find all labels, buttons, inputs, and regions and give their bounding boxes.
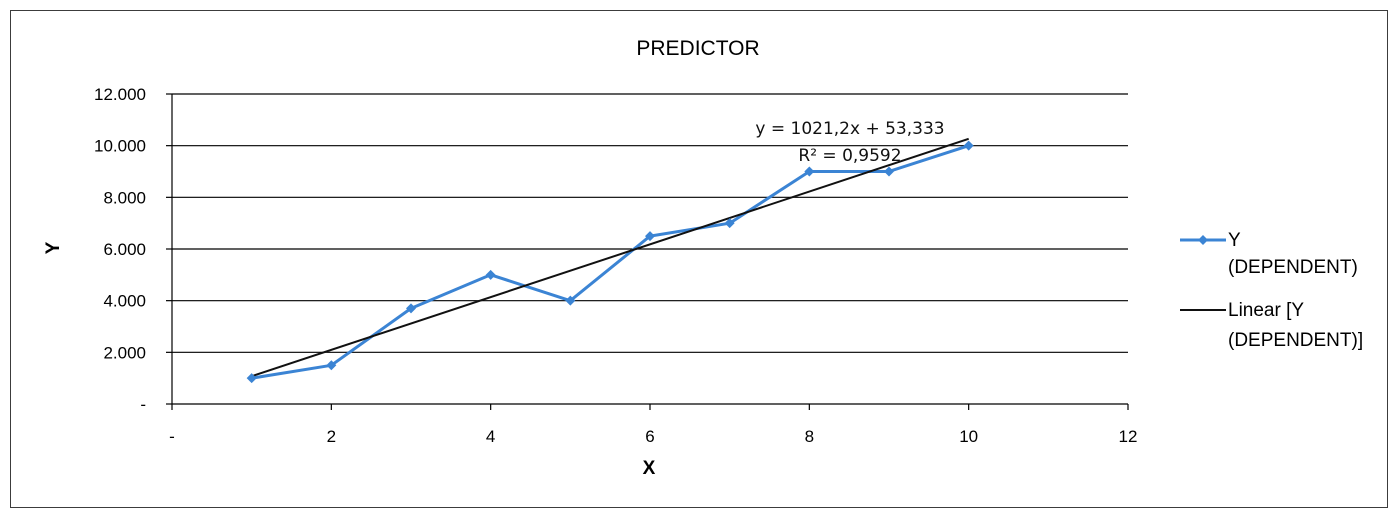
y-tick-label: 6.000 — [103, 240, 146, 259]
x-tick-label: 12 — [1119, 427, 1138, 446]
trendline-r-squared: R² = 0,9592 — [798, 146, 901, 166]
y-tick-label: 2.000 — [103, 343, 146, 362]
legend-label: (DEPENDENT)] — [1228, 330, 1363, 351]
legend-label: Y — [1228, 230, 1241, 251]
data-point-marker — [645, 231, 655, 242]
data-point-marker — [565, 295, 576, 306]
trendline — [251, 137, 969, 378]
y-tick-label: 8.000 — [103, 188, 146, 207]
x-tick-label: 4 — [486, 427, 495, 446]
data-point-marker — [804, 166, 815, 177]
x-axis-ticks: - 2 4 6 8 10 12 — [169, 427, 1137, 446]
legend-item-linear[interactable]: Linear [Y (DEPENDENT)] — [1180, 300, 1363, 351]
chart-title: PREDICTOR — [636, 37, 759, 60]
x-tick-label: 6 — [645, 427, 654, 446]
data-point-marker — [884, 166, 894, 177]
series-line-y-dependent — [251, 144, 970, 380]
legend-label: (DEPENDENT) — [1228, 257, 1358, 278]
y-axis-ticks: - 2.000 4.000 6.000 8.000 10.000 12.000 — [94, 85, 146, 414]
gridlines — [172, 93, 1128, 353]
legend-label: Linear [Y — [1228, 300, 1304, 321]
legend-item-y-dependent[interactable]: Y (DEPENDENT) — [1180, 230, 1358, 278]
y-tick-label: 10.000 — [94, 137, 146, 156]
chart-frame — [10, 10, 1388, 508]
data-point-marker — [963, 140, 974, 151]
y-tick-label: - — [140, 395, 146, 414]
axes — [166, 93, 1129, 410]
x-tick-label: - — [169, 427, 175, 446]
y-tick-label: 12.000 — [94, 85, 146, 104]
data-point-marker — [724, 218, 735, 229]
data-point-marker — [326, 360, 337, 371]
x-tick-label: 8 — [805, 427, 814, 446]
data-point-marker — [406, 303, 416, 314]
y-axis-title: Y — [43, 241, 64, 254]
x-tick-label: 2 — [327, 427, 336, 446]
series-layer — [246, 137, 974, 384]
x-tick-label: 10 — [959, 427, 978, 446]
y-tick-label: 4.000 — [103, 292, 146, 311]
legend[interactable]: Y (DEPENDENT) Linear [Y (DEPENDENT)] — [1180, 230, 1363, 351]
legend-swatch-marker — [1198, 235, 1208, 245]
data-point-marker — [485, 269, 496, 280]
x-axis-title: X — [643, 458, 656, 479]
trendline-equation: y = 1021,2x + 53,333 — [755, 119, 944, 139]
data-point-marker — [246, 373, 257, 384]
